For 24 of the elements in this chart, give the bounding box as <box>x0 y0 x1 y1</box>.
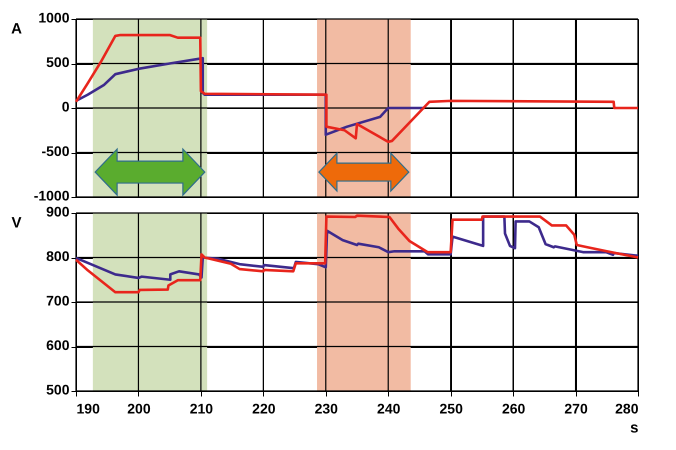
x-tick-label: 200 <box>127 400 151 416</box>
y-tick-label: 800 <box>46 248 70 264</box>
y-tick-label: 500 <box>46 382 70 398</box>
x-tick-label: 250 <box>439 400 464 416</box>
y-tick-label: 600 <box>46 337 70 353</box>
y-tick-label: -1000 <box>34 188 70 204</box>
y-tick-label: 1000 <box>38 10 70 26</box>
x-tick-label: 220 <box>252 400 276 416</box>
y-tick-label: 700 <box>46 292 70 308</box>
x-tick-label: 240 <box>377 400 401 416</box>
x-tick-label: 270 <box>564 400 588 416</box>
y-axis-title: V <box>11 214 22 232</box>
y-tick-label: 0 <box>62 98 70 114</box>
x-tick-label: 230 <box>314 400 338 416</box>
y-tick-label: 900 <box>46 204 70 220</box>
y-tick-label: 500 <box>46 54 70 70</box>
y-tick-label: -500 <box>41 143 70 159</box>
x-tick-label: 210 <box>190 400 214 416</box>
x-tick-label: 190 <box>76 400 100 416</box>
x-tick-label: 280 <box>615 400 639 416</box>
y-axis-title: A <box>11 20 22 38</box>
x-axis-title: s <box>630 420 638 436</box>
line-series <box>74 34 640 144</box>
x-tick-label: 260 <box>502 400 526 416</box>
